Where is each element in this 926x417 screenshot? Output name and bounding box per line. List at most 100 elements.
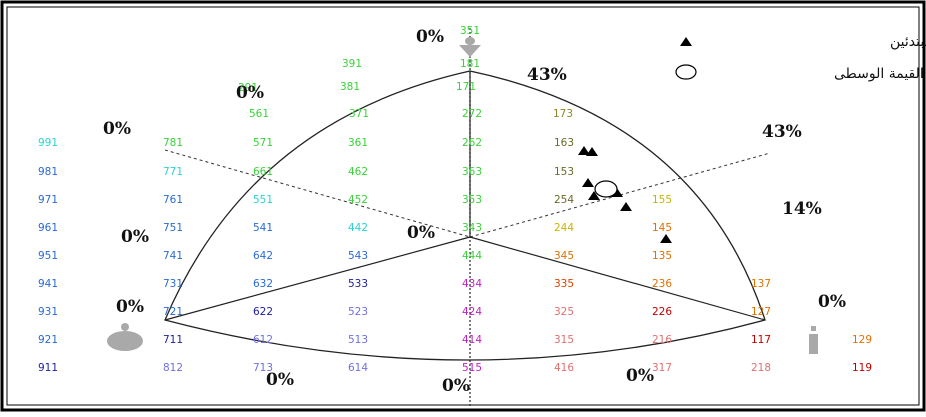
legend-sample-marker-icon xyxy=(680,37,692,46)
code-label: 254 xyxy=(554,194,574,206)
code-label: 721 xyxy=(163,306,183,318)
sample-markers xyxy=(578,146,672,243)
top-pin-icon xyxy=(465,37,475,45)
pct-top-center: 0% xyxy=(416,27,444,47)
sample-marker xyxy=(588,191,600,200)
code-label: 244 xyxy=(554,222,574,234)
pct-left-bottom: 0% xyxy=(116,297,144,317)
code-label: 181 xyxy=(460,58,480,70)
right-bottle-icon xyxy=(809,334,818,354)
code-label: 345 xyxy=(554,250,574,262)
code-label: 961 xyxy=(38,222,58,234)
sample-marker xyxy=(586,147,598,156)
code-label: 391 xyxy=(342,58,362,70)
code-label: 363 xyxy=(462,166,482,178)
code-label: 731 xyxy=(163,278,183,290)
code-label: 236 xyxy=(652,278,672,290)
code-label: 155 xyxy=(652,194,672,206)
pct-right-upper: 43% xyxy=(762,122,802,142)
center-to-right-line xyxy=(469,236,766,321)
code-label: 117 xyxy=(751,334,771,346)
code-label: 145 xyxy=(652,222,672,234)
left-diagonal-dotted xyxy=(164,149,471,238)
median-circle xyxy=(594,180,618,198)
code-label: 771 xyxy=(163,166,183,178)
code-label: 921 xyxy=(38,334,58,346)
code-label: 571 xyxy=(253,137,273,149)
code-label: 614 xyxy=(348,362,368,374)
code-label: 642 xyxy=(253,250,273,262)
pct-center: 0% xyxy=(407,223,435,243)
code-label: 416 xyxy=(554,362,574,374)
right-bottle-cap-icon xyxy=(811,326,816,331)
sample-marker xyxy=(620,202,632,211)
code-label: 462 xyxy=(348,166,368,178)
code-label: 153 xyxy=(554,166,574,178)
legend-median-circle-icon xyxy=(675,64,697,80)
code-label: 163 xyxy=(554,137,574,149)
code-labels: 351 391 181 291 381 171 561 371 272 173 991 781 571 3… xyxy=(38,25,872,374)
code-label: 561 xyxy=(249,108,269,120)
code-label: 931 xyxy=(38,306,58,318)
code-label: 452 xyxy=(348,194,368,206)
code-label: 551 xyxy=(253,194,273,206)
reuleaux-triangle xyxy=(164,70,766,361)
code-label: 911 xyxy=(38,362,58,374)
code-label: 981 xyxy=(38,166,58,178)
code-label: 612 xyxy=(253,334,273,346)
code-label: 761 xyxy=(163,194,183,206)
code-label: 711 xyxy=(163,334,183,346)
code-label: 171 xyxy=(456,81,476,93)
code-label: 434 xyxy=(462,278,482,290)
legend-sample-label: عينة البحث مبتدئين xyxy=(890,34,926,50)
pct-bottom-left: 0% xyxy=(266,370,294,390)
pct-upper-left-outer: 0% xyxy=(103,119,131,139)
code-label: 442 xyxy=(348,222,368,234)
left-bell-top-icon xyxy=(121,323,129,331)
code-label: 991 xyxy=(38,137,58,149)
code-label: 424 xyxy=(462,306,482,318)
center-to-left-line xyxy=(164,236,471,321)
left-bell-icon xyxy=(107,331,143,351)
pct-top-right-vertex: 43% xyxy=(527,65,567,85)
top-triangle-icon xyxy=(459,45,481,57)
code-label: 371 xyxy=(349,108,369,120)
code-label: 781 xyxy=(163,137,183,149)
code-label: 135 xyxy=(652,250,672,262)
code-label: 272 xyxy=(462,108,482,120)
code-label: 751 xyxy=(163,222,183,234)
code-label: 541 xyxy=(253,222,273,234)
code-label: 381 xyxy=(340,81,360,93)
code-label: 523 xyxy=(348,306,368,318)
pct-left-mid: 0% xyxy=(121,227,149,247)
code-label: 533 xyxy=(348,278,368,290)
code-label: 119 xyxy=(852,362,872,374)
code-label: 291 xyxy=(238,82,258,94)
code-label: 414 xyxy=(462,334,482,346)
code-label: 361 xyxy=(348,137,368,149)
code-label: 515 xyxy=(462,362,482,374)
code-label: 173 xyxy=(553,108,573,120)
code-label: 129 xyxy=(852,334,872,346)
code-label: 632 xyxy=(253,278,273,290)
code-label: 741 xyxy=(163,250,183,262)
code-label: 137 xyxy=(751,278,771,290)
code-label: 218 xyxy=(751,362,771,374)
code-label: 513 xyxy=(348,334,368,346)
code-label: 335 xyxy=(554,278,574,290)
code-label: 661 xyxy=(253,166,273,178)
sample-marker xyxy=(660,234,672,243)
pct-upper-left: 0% xyxy=(236,83,264,103)
code-label: 325 xyxy=(554,306,574,318)
code-label: 343 xyxy=(462,222,482,234)
inner-border xyxy=(6,6,920,406)
sample-marker xyxy=(578,146,590,155)
pct-bottom-center: 0% xyxy=(442,376,470,396)
code-label: 622 xyxy=(253,306,273,318)
code-label: 941 xyxy=(38,278,58,290)
code-label: 315 xyxy=(554,334,574,346)
code-label: 444 xyxy=(462,250,482,262)
